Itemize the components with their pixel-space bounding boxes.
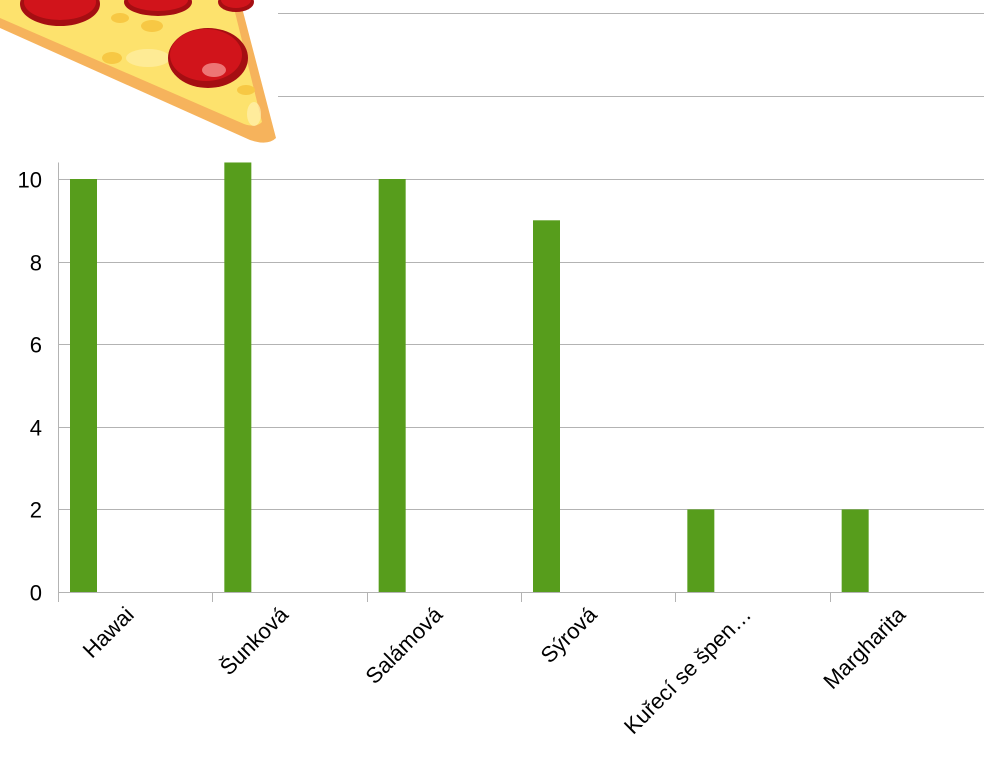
x-tick-label: Salámová [361, 601, 448, 688]
y-tick-label: 10 [18, 168, 42, 193]
bar [70, 179, 97, 592]
x-tick-label: Šunková [215, 601, 294, 680]
pizza-slice-icon [0, 0, 276, 143]
bar [533, 220, 560, 593]
x-tick-label: Sýrová [536, 601, 603, 668]
x-tick-label: Hawai [78, 602, 139, 663]
y-tick-label: 0 [30, 581, 42, 606]
y-tick-label: 4 [30, 416, 42, 441]
bar [687, 509, 715, 592]
axes [58, 162, 831, 602]
bar [841, 509, 869, 592]
y-tick-label: 8 [30, 251, 42, 276]
y-tick-labels: 0 2 4 6 8 10 [18, 168, 42, 606]
bars [70, 162, 869, 593]
bar [224, 162, 252, 593]
x-tick-label: Kuřecí se špen… [619, 602, 756, 739]
bar [378, 179, 406, 592]
x-tick-labels: Hawai Šunková Salámová Sýrová Kuřecí se špen… [78, 601, 911, 739]
y-tick-label: 2 [30, 498, 42, 523]
y-tick-label: 6 [30, 333, 42, 358]
x-tick-label: Margharita [818, 601, 911, 694]
